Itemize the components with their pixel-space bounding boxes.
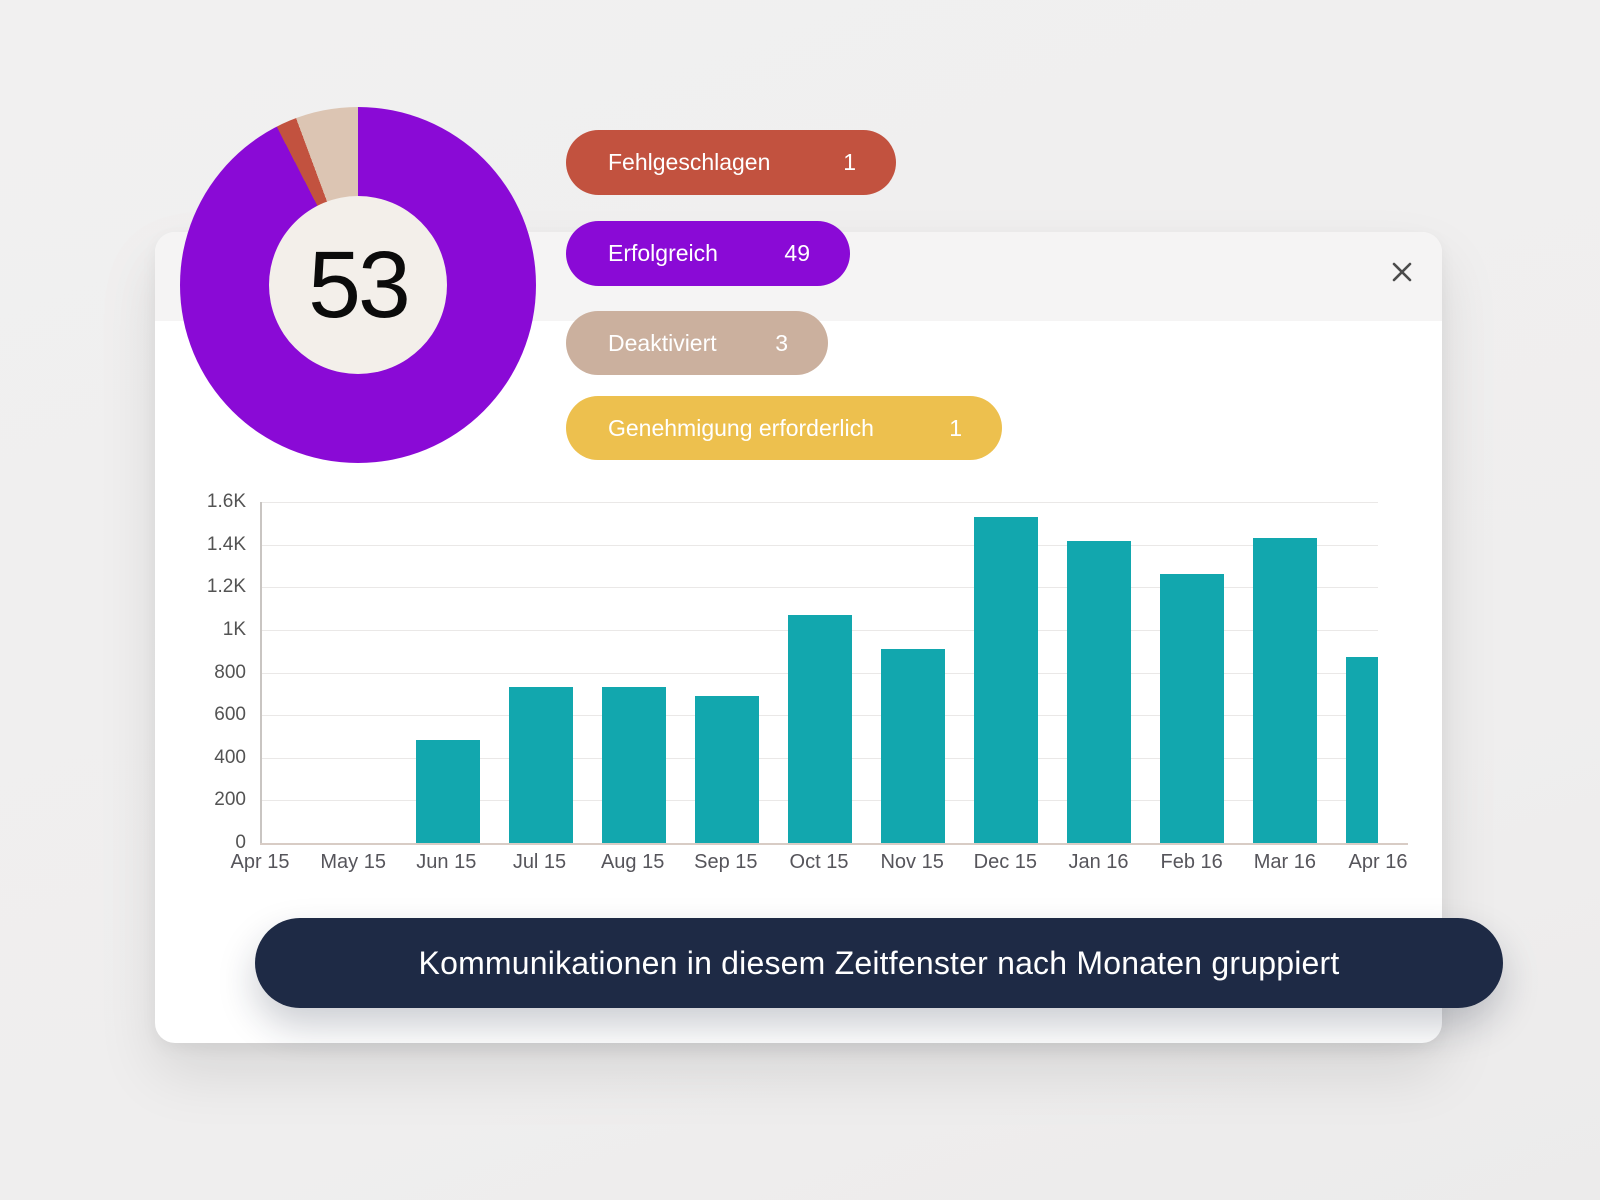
x-tick-label: Jul 15: [512, 851, 567, 873]
x-tick-label: Sep 15: [694, 851, 758, 873]
y-tick-label: 1.2K: [206, 576, 246, 598]
bar-feb-16[interactable]: [1159, 574, 1224, 843]
x-tick-label: Feb 16: [1160, 851, 1223, 873]
chart-caption: Kommunikationen in diesem Zeitfenster na…: [255, 918, 1503, 1008]
bar-oct-15[interactable]: [788, 614, 852, 843]
gridline: [262, 587, 1378, 589]
y-tick-label: 200: [214, 789, 246, 811]
x-axis-line: [260, 843, 1408, 845]
x-tick-label: Jun 15: [416, 851, 477, 873]
bar-apr-16[interactable]: [1346, 656, 1378, 843]
badge-label: Genehmigung erforderlich: [608, 414, 874, 441]
bar-dec-15[interactable]: [974, 516, 1038, 843]
close-icon: [1392, 262, 1412, 282]
x-tick-label: Jan 16: [1068, 851, 1129, 873]
bar-jul-15[interactable]: [509, 687, 573, 843]
legend-badge-fehlgeschlagen[interactable]: Fehlgeschlagen 1: [566, 130, 896, 195]
bar-chart-plot: [260, 502, 1378, 843]
y-tick-label: 600: [214, 704, 246, 726]
bar-mar-16[interactable]: [1253, 538, 1317, 843]
donut-total-value: 53: [308, 231, 411, 338]
x-tick-label: Nov 15: [880, 851, 944, 873]
badge-value: 1: [843, 149, 856, 175]
y-axis-labels: 0 200 400 600 800 1K 1.2K 1.4K 1.6K: [130, 491, 246, 853]
y-tick-label: 0: [235, 832, 246, 853]
badge-label: Erfolgreich: [608, 240, 718, 266]
legend-badge-deaktiviert[interactable]: Deaktiviert 3: [566, 311, 828, 375]
badge-label: Deaktiviert: [608, 329, 717, 356]
donut-center: 53: [269, 196, 447, 374]
legend-badge-erfolgreich[interactable]: Erfolgreich 49: [566, 221, 850, 286]
bar-aug-15[interactable]: [601, 687, 666, 843]
donut-chart: 53: [180, 107, 536, 463]
badge-label: Fehlgeschlagen: [608, 149, 771, 175]
x-tick-label: Mar 16: [1253, 851, 1316, 873]
y-tick-label: 400: [214, 746, 246, 768]
y-tick-label: 1.6K: [206, 491, 246, 512]
caption-text: Kommunikationen in diesem Zeitfenster na…: [418, 944, 1340, 981]
x-tick-label: Dec 15: [973, 851, 1038, 873]
bar-jan-16[interactable]: [1067, 541, 1131, 843]
badge-value: 3: [775, 329, 788, 356]
close-button[interactable]: [1386, 256, 1418, 288]
gridline: [262, 544, 1378, 546]
badge-value: 1: [949, 414, 962, 441]
x-tick-label: Apr 16: [1348, 851, 1408, 873]
x-tick-label: May 15: [320, 851, 386, 873]
bar-nov-15[interactable]: [880, 649, 945, 843]
badge-value: 49: [784, 240, 810, 266]
x-axis-labels: Apr 15 May 15 Jun 15 Jul 15 Aug 15 Sep 15 Oct …: [231, 851, 1408, 881]
y-tick-label: 1K: [222, 618, 246, 640]
x-tick-label: Oct 15: [789, 851, 849, 873]
legend-badge-genehmigung-erforderlich[interactable]: Genehmigung erforderlich 1: [566, 396, 1002, 460]
bar-sep-15[interactable]: [695, 695, 759, 843]
x-tick-label: Aug 15: [600, 851, 665, 873]
y-tick-label: 1.4K: [206, 533, 246, 555]
y-tick-label: 800: [214, 661, 246, 683]
bar-jun-15[interactable]: [416, 739, 480, 843]
gridline: [262, 502, 1378, 503]
x-tick-label: Apr 15: [230, 851, 290, 873]
